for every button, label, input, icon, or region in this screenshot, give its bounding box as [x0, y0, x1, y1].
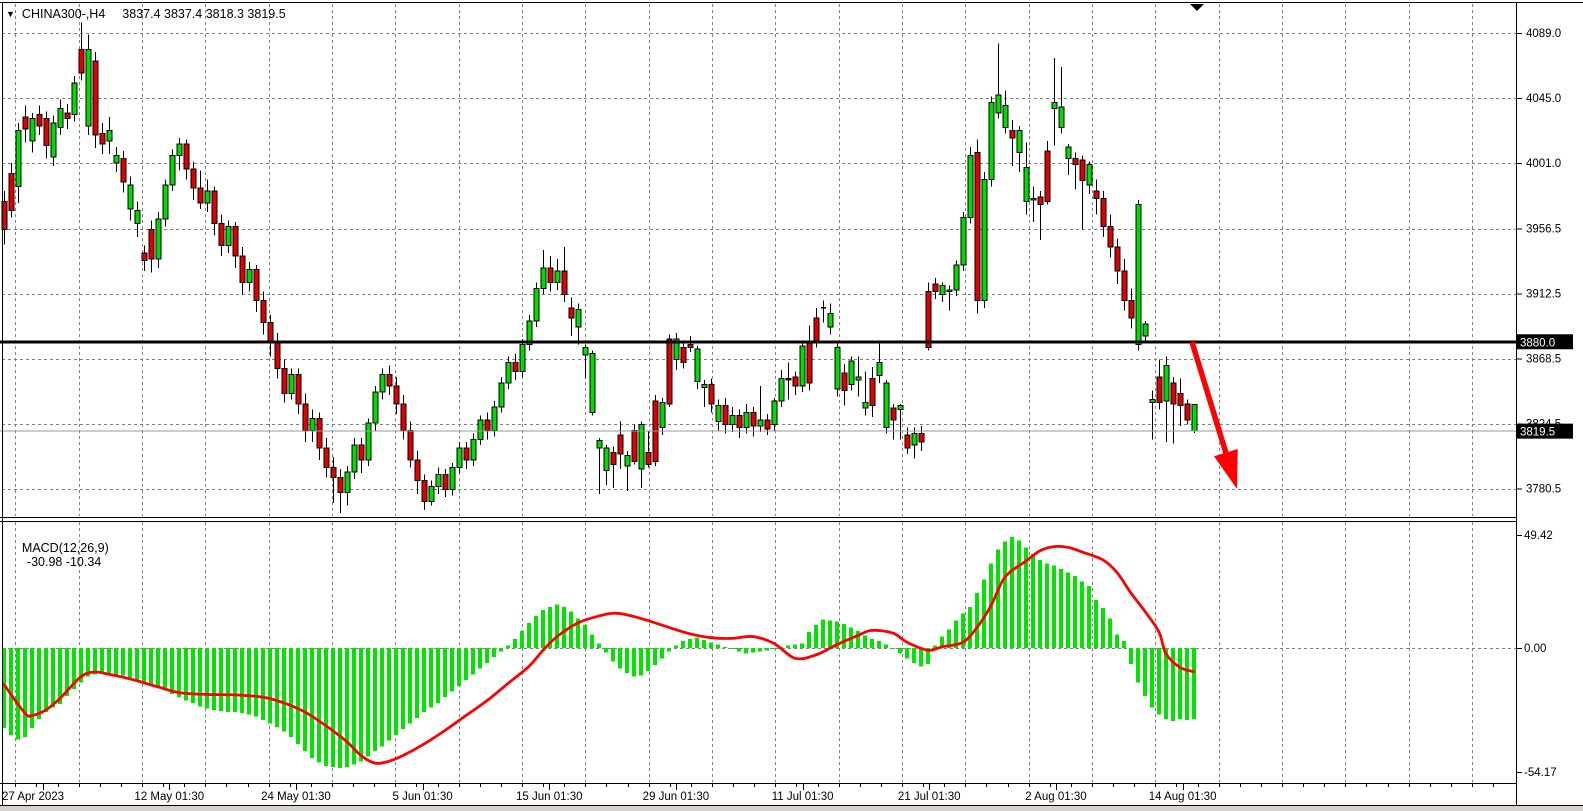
price-axis: 4089.04045.04001.03956.53912.53868.53824…: [1516, 28, 1573, 779]
time-tick-label: 12 May 01:30: [134, 791, 204, 803]
indicator-values: -30.98 -10.34: [26, 555, 102, 569]
price-tick-label: 4089.0: [1526, 28, 1561, 40]
time-tick-label: 11 Jul 01:30: [772, 791, 834, 803]
time-axis: 27 Apr 2023 12 May 01:30 24 May 01:30 5 Jun…: [2, 784, 1494, 803]
macd-signal-line: [2, 544, 1196, 765]
horizontal-lines: [0, 340, 1516, 432]
price-badge-text: 3819.5: [1520, 427, 1555, 439]
time-tick-label: 29 Jun 01:30: [643, 791, 710, 803]
trend-arrow-annotation[interactable]: [1189, 341, 1238, 489]
time-tick-label: 2 Aug 01:30: [1025, 791, 1086, 803]
macd-tick-label: 0.00: [1524, 643, 1546, 655]
price-tick-label: 3956.5: [1526, 224, 1561, 236]
time-tick-label: 5 Jun 01:30: [393, 791, 453, 803]
time-tick-label: 24 May 01:30: [261, 791, 331, 803]
price-badge: [1517, 423, 1573, 439]
chart-title: ▼ CHINA300-,H4 3837.4 3837.4 3818.3 3819…: [6, 7, 286, 21]
macd-histogram: [2, 537, 1196, 769]
chart-shift-marker-icon[interactable]: [1190, 4, 1204, 11]
price-tick-label: 4045.0: [1526, 93, 1561, 105]
candlestick-series: [1, 22, 1198, 514]
symbol-dropdown-triangle-icon: ▼: [6, 9, 15, 19]
macd-tick-label: -54.17: [1524, 767, 1557, 779]
time-tick-label: 15 Jun 01:30: [516, 791, 583, 803]
price-tick-label: 4001.0: [1526, 158, 1561, 170]
indicator-label: MACD(12,26,9) -30.98 -10.34: [8, 527, 109, 583]
indicator-name: MACD(12,26,9): [21, 541, 109, 555]
bottom-strip: [0, 806, 1583, 811]
price-badge: [1517, 334, 1573, 350]
price-badge-text: 3880.0: [1520, 337, 1555, 349]
symbol-period-label: CHINA300-,H4: [21, 7, 106, 21]
time-tick-label: 14 Aug 01:30: [1149, 791, 1217, 803]
time-tick-label: 27 Apr 2023: [2, 791, 64, 803]
macd-tick-label: 49.42: [1524, 530, 1553, 542]
price-tick-label: 3780.5: [1526, 484, 1561, 496]
time-tick-label: 21 Jul 01:30: [898, 791, 961, 803]
ohlc-values-label: 3837.4 3837.4 3818.3 3819.5: [122, 7, 286, 21]
price-tick-label: 3912.5: [1526, 289, 1561, 301]
price-tick-label: 3868.5: [1526, 354, 1561, 366]
